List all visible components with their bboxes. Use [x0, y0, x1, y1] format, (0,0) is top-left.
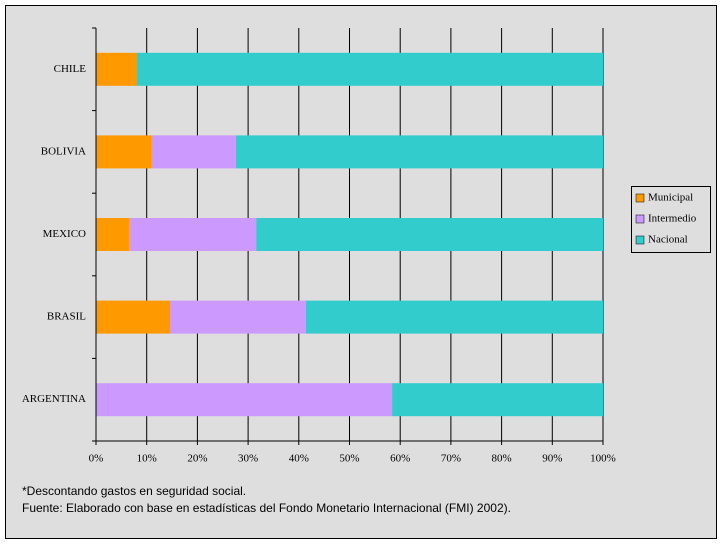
x-tick-label: 30%	[238, 453, 258, 465]
legend-label: Intermedio	[648, 213, 697, 225]
x-tick-label: 10%	[137, 453, 157, 465]
y-tick-label: CHILE	[54, 63, 87, 75]
bar-segment	[96, 383, 393, 417]
y-tick-label: ARGENTINA	[22, 393, 86, 405]
bar-segment	[256, 218, 603, 251]
x-tick-label: 0%	[89, 453, 104, 465]
x-tick-label: 70%	[441, 453, 461, 465]
legend-box	[631, 186, 711, 253]
bar-segment	[305, 300, 603, 334]
legend-label: Nacional	[648, 234, 688, 246]
legend-swatch	[635, 235, 645, 245]
y-tick-label: BOLIVIA	[41, 145, 86, 157]
source-note: Fuente: Elaborado con base en estadístic…	[22, 501, 511, 515]
x-tick-label: 80%	[492, 453, 512, 465]
bar-segment	[136, 52, 603, 86]
bar-segment	[170, 300, 306, 334]
footnote: *Descontando gastos en seguridad social.	[22, 484, 246, 498]
y-tick-label: MEXICO	[43, 228, 86, 240]
bar-segment	[392, 383, 603, 417]
bar-segment	[96, 300, 171, 334]
x-tick-label: 40%	[289, 453, 309, 465]
chart-frame	[5, 5, 717, 539]
legend-label: Municipal	[648, 192, 693, 204]
bar-segment	[235, 135, 603, 169]
bar-segment	[128, 218, 257, 251]
bar-segment	[96, 218, 129, 251]
x-tick-label: 90%	[542, 453, 562, 465]
legend-swatch	[635, 193, 645, 203]
x-tick-label: 20%	[187, 453, 207, 465]
bar-segment	[96, 135, 152, 169]
y-tick-label: BRASIL	[47, 311, 86, 323]
bar-segment	[96, 52, 137, 86]
x-tick-label: 100%	[590, 453, 616, 465]
bar-segment	[151, 135, 236, 169]
legend-swatch	[635, 214, 645, 224]
x-tick-label: 60%	[390, 453, 410, 465]
x-tick-label: 50%	[339, 453, 359, 465]
